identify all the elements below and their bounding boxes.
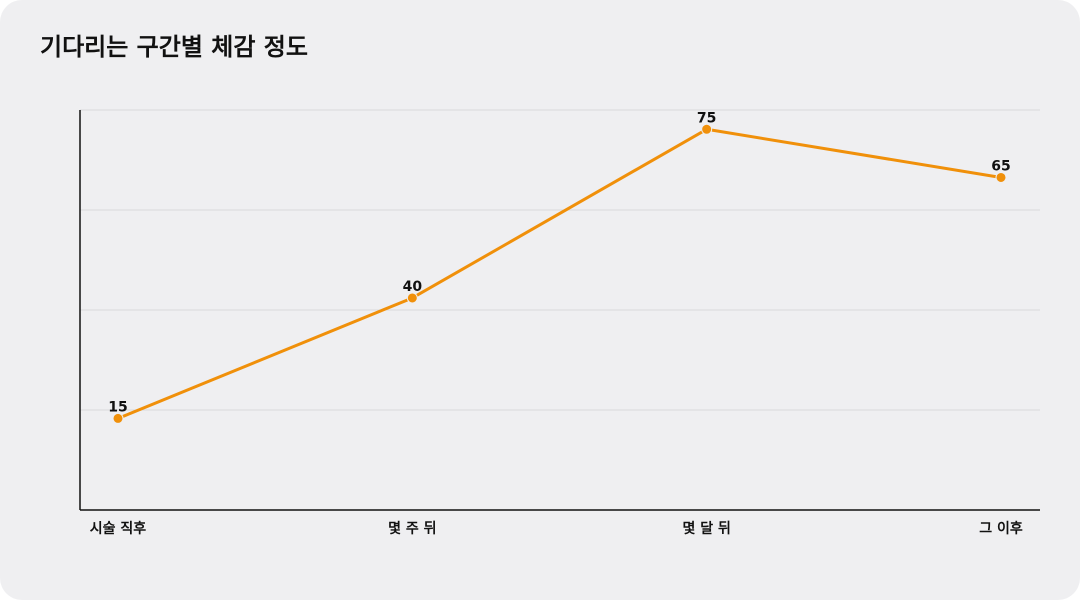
point bbox=[112, 412, 124, 424]
point bbox=[701, 123, 713, 135]
data-label: 40 bbox=[403, 279, 423, 295]
x-tick-label: 시술 직후 bbox=[90, 520, 147, 537]
point bbox=[995, 171, 1007, 183]
chart-title: 기다리는 구간별 체감 정도 bbox=[40, 33, 308, 61]
data-label: 15 bbox=[108, 399, 127, 415]
point bbox=[406, 292, 418, 304]
data-label: 75 bbox=[697, 110, 716, 126]
line bbox=[117, 127, 1002, 420]
x-tick-label: 몇 주 뒤 bbox=[388, 520, 436, 537]
x-tick-label: 몇 달 뒤 bbox=[682, 520, 730, 537]
data-label: 65 bbox=[991, 158, 1010, 174]
x-tick-label: 그 이후 bbox=[979, 520, 1023, 537]
